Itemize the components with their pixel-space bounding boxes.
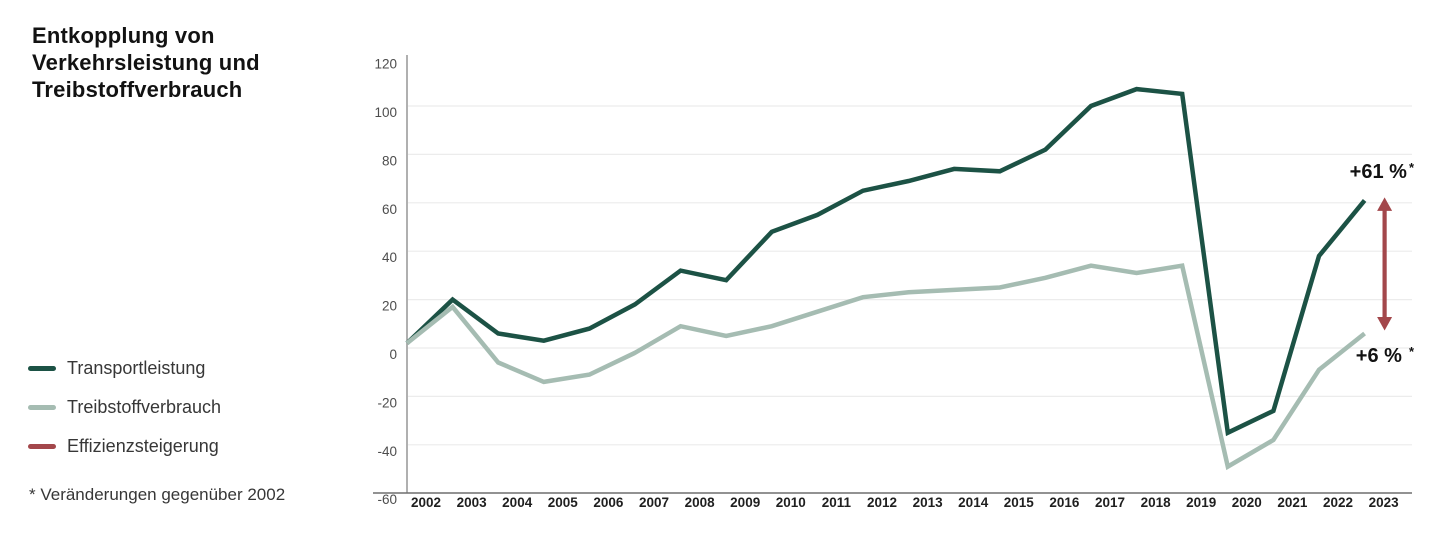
y-tick-label-40: 40 [382,250,397,265]
transport-change-asterisk: * [1408,160,1414,175]
y-tick-label-20: 20 [382,299,397,314]
x-tick-label-2019: 2019 [1186,495,1216,510]
series-treibstoffverbrauch-line [405,263,1367,471]
x-tick-label-2017: 2017 [1095,495,1125,510]
y-tick-label--20: -20 [377,395,397,410]
y-tick-label-100: 100 [374,105,397,120]
y-tick-label-80: 80 [382,153,397,168]
x-tick-label-2007: 2007 [639,495,669,510]
treibstoffverbrauch-line-swatch [28,404,56,410]
y-tick-label-120: 120 [374,57,397,72]
transportleistung-line-swatch [28,365,56,371]
x-tick-label-2002: 2002 [411,495,441,510]
x-tick-label-2004: 2004 [502,495,533,510]
x-tick-label-2020: 2020 [1232,495,1262,510]
x-tick-label-2015: 2015 [1004,495,1035,510]
fuel-change-value: +6 % [1355,345,1402,367]
arrow-head-down [1377,316,1393,331]
arrow-head-up [1377,197,1393,211]
legend-label-transportleistung: Transportleistung [67,357,206,378]
x-tick-label-2014: 2014 [958,495,989,510]
legend-item-transportleistung: Transportleistung [28,356,221,380]
y-tick-label-0: 0 [389,347,397,362]
fuel-change-asterisk: * [1408,344,1414,359]
x-tick-label-2013: 2013 [913,495,944,510]
footnote: * Veränderungen gegenüber 2002 [29,485,286,504]
chart-legend: Transportleistung Treibstoffverbrauch Ef… [28,356,221,473]
y-tick-label--40: -40 [377,444,397,459]
transport-change-annotation: +61 % * [1350,160,1414,186]
chart-title: Entkopplung von Verkehrsleistung und Tre… [32,23,260,102]
legend-item-treibstoffverbrauch: Treibstoffverbrauch [28,395,221,419]
x-tick-label-2009: 2009 [730,495,760,510]
legend-label-treibstoffverbrauch: Treibstoffverbrauch [67,396,222,417]
x-tick-label-2008: 2008 [685,495,716,510]
y-tick-label-60: 60 [382,202,397,217]
transport-change-value: +61 % [1349,161,1407,183]
x-tick-label-2022: 2022 [1323,495,1353,510]
legend-item-effizienzsteigerung: Effizienzsteigerung [28,434,221,458]
x-tick-label-2006: 2006 [593,495,624,510]
efficiency-gain-arrow [1377,197,1393,331]
x-tick-label-2016: 2016 [1049,495,1080,510]
x-tick-label-2003: 2003 [457,495,488,510]
x-tick-label-2012: 2012 [867,495,897,510]
series-transportleistung-line [405,86,1367,437]
fuel-change-annotation: +6 % * [1356,344,1414,370]
x-tick-label-2021: 2021 [1277,495,1308,510]
legend-label-effizienzsteigerung: Effizienzsteigerung [67,435,219,456]
x-tick-label-2018: 2018 [1141,495,1172,510]
x-tick-label-2010: 2010 [776,495,806,510]
x-tick-label-2011: 2011 [822,495,852,510]
x-tick-label-2023: 2023 [1369,495,1400,510]
x-tick-label-2005: 2005 [548,495,579,510]
y-tick-label--60: -60 [377,492,397,507]
effizienzsteigerung-line-swatch [28,443,56,449]
